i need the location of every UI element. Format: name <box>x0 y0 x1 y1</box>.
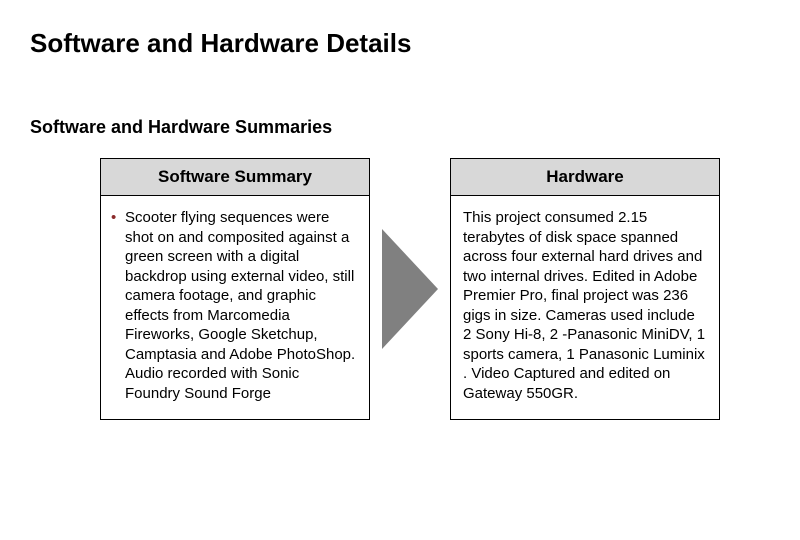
arrow-icon <box>382 229 438 349</box>
hardware-panel-header: Hardware <box>451 159 719 196</box>
panels-container: Software Summary Scooter flying sequence… <box>30 158 770 420</box>
software-panel-header: Software Summary <box>101 159 369 196</box>
section-title: Software and Hardware Summaries <box>30 117 770 138</box>
software-panel: Software Summary Scooter flying sequence… <box>100 158 370 420</box>
hardware-panel-body: This project consumed 2.15 terabytes of … <box>451 196 719 419</box>
software-bullet-item: Scooter flying sequences were shot on an… <box>125 208 357 403</box>
main-title: Software and Hardware Details <box>30 28 770 59</box>
software-panel-body: Scooter flying sequences were shot on an… <box>101 196 369 419</box>
hardware-panel: Hardware This project consumed 2.15 tera… <box>450 158 720 420</box>
